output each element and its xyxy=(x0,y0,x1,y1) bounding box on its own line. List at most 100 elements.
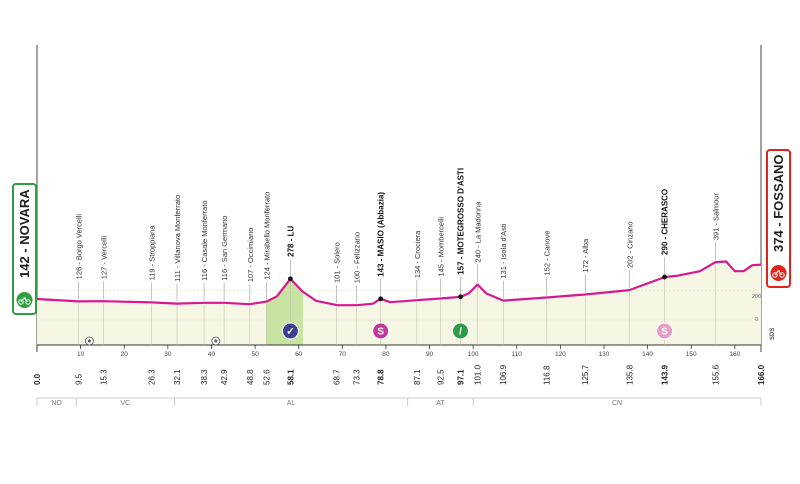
waypoint-dot xyxy=(458,294,463,300)
waypoint-dot xyxy=(662,274,668,280)
region-label: AT xyxy=(436,400,445,407)
region-label: CN xyxy=(612,400,622,407)
distance-axis-ticks: 10 20 30 40 50 60 70 80 90 100 110 120 130 140 150 160 xyxy=(36,345,741,358)
waypoint-name: 172 - Alba xyxy=(581,238,590,273)
axis-tick-label: 140 xyxy=(642,351,653,358)
start-badge: 142 - NOVARA xyxy=(12,183,37,315)
axis-tick-label: 70 xyxy=(339,351,347,358)
waypoint-name: 240 - La Madonna xyxy=(474,201,483,263)
waypoint-km-label: 166.0 xyxy=(757,364,766,385)
profile-line xyxy=(36,260,762,307)
waypoint-km-label: 155.6 xyxy=(712,364,721,385)
axis-tick-label: 20 xyxy=(121,351,129,358)
waypoint-dot xyxy=(378,296,384,302)
waypoint-name: 278 - LU xyxy=(286,226,295,257)
waypoint-name: 116 - Casale Monferrato xyxy=(200,201,209,281)
waypoint-km-label: 26.3 xyxy=(148,369,157,385)
tech-zone-icon-dot xyxy=(214,339,218,343)
axis-tick-label: 10 xyxy=(77,351,85,358)
waypoint-km-label: 68.7 xyxy=(333,369,342,385)
waypoint-km-label: 15.3 xyxy=(100,369,109,385)
axis-tick-label: 30 xyxy=(164,351,172,358)
waypoint-km-label: 92.5 xyxy=(436,369,445,385)
finish-label: 374 - FOSSANO xyxy=(771,154,786,252)
waypoint-name: 391 - Salmour xyxy=(712,193,721,241)
waypoint-km-label: 58.1 xyxy=(286,369,295,385)
waypoint-name: 126 - Borgo Vercelli xyxy=(74,214,83,280)
feed-zone-icon-dot xyxy=(87,339,91,343)
axis-tick-label: 90 xyxy=(426,351,434,358)
waypoint-name: 143 - MASIO (Abbazia) xyxy=(377,192,386,277)
waypoint-km-label: 38.3 xyxy=(200,369,209,385)
altitude-label-0: 0 xyxy=(755,317,758,323)
axis-tick-label: 130 xyxy=(599,351,610,358)
axis-tick-label: 60 xyxy=(295,351,303,358)
climb-icon-glyph: ✓ xyxy=(286,327,294,338)
axis-tick-label: 160 xyxy=(729,351,740,358)
finish-bicycle-glyph xyxy=(772,270,785,278)
waypoint-name: 127 - Vercelli xyxy=(100,236,109,280)
sds-side-label: SDS xyxy=(770,328,776,340)
waypoint-km-label: 52.6 xyxy=(262,369,271,385)
waypoint-km-label: 101.0 xyxy=(474,364,483,385)
altitude-label-200: 200 xyxy=(752,294,761,300)
region-label: VC xyxy=(120,400,130,407)
waypoint-name: 134 - Crociera xyxy=(413,230,422,278)
waypoint-km-label: 106.9 xyxy=(499,364,508,385)
start-label: 142 - NOVARA xyxy=(17,189,32,278)
axis-tick-label: 80 xyxy=(382,351,390,358)
waypoint-km-label: 125.7 xyxy=(581,364,590,385)
elevation-profile xyxy=(36,260,762,345)
waypoint-name: 107 - Occimiano xyxy=(246,228,255,283)
waypoint-name: 152 - Canove xyxy=(542,230,551,275)
waypoint-km-label: 97.1 xyxy=(456,369,465,385)
axis-tick-label: 40 xyxy=(208,351,216,358)
waypoint-name: 100 - Felizzano xyxy=(353,232,362,283)
axis-tick-label: 110 xyxy=(512,351,523,358)
waypoint-name: 290 - CHERASCO xyxy=(661,189,670,255)
region-label: AL xyxy=(287,400,296,407)
waypoint-name: 124 - Mirabello Monferrato xyxy=(262,192,271,280)
waypoint-name: 202 - Cinzano xyxy=(625,221,634,268)
waypoint-km-label: 0.0 xyxy=(33,373,42,385)
region-label: NO xyxy=(51,400,62,407)
waypoint-name: 116 - San Germano xyxy=(220,216,229,281)
waypoint-name: 101 - Solero xyxy=(333,242,342,283)
waypoint-name: 119 - Stroppiana xyxy=(148,225,157,281)
waypoint-km-label: 73.3 xyxy=(353,369,362,385)
sprint-icon-glyph: S xyxy=(661,327,668,338)
bicycle-icon xyxy=(770,265,787,281)
waypoint-km-label: 116.8 xyxy=(542,365,551,385)
waypoint-name: 145 - Mombercelli xyxy=(436,217,445,277)
waypoint-name: 131 - Isola d'Asti xyxy=(499,223,508,279)
axis-tick-label: 50 xyxy=(251,351,259,358)
waypoint-name: 111 - Villanova Monferrato xyxy=(173,195,182,282)
axis-tick-label: 150 xyxy=(686,351,697,358)
finish-badge: 374 - FOSSANO xyxy=(766,149,791,288)
axis-tick-label: 120 xyxy=(555,351,566,358)
climb-icon xyxy=(281,322,299,340)
intermediate-icon xyxy=(451,322,469,340)
profile-fill-area xyxy=(37,261,761,345)
waypoint-km-label: 42.9 xyxy=(220,369,229,385)
waypoint-km-label: 32.1 xyxy=(173,369,182,385)
sprint-icon xyxy=(372,322,390,340)
region-strip: NO VC AL AT CN xyxy=(36,397,762,407)
stage-markers: ✓ S / S xyxy=(84,322,674,346)
bicycle-icon xyxy=(16,292,33,308)
sprint-icon xyxy=(656,322,674,340)
waypoint-km-label: 135.8 xyxy=(625,364,634,385)
axis-tick-label: 100 xyxy=(468,351,479,358)
waypoints: 0.0 126 - Borgo Vercelli 9.5 127 - Vercelli… xyxy=(33,168,766,385)
waypoint-km-label: 9.5 xyxy=(74,373,83,385)
intermediate-icon-glyph: / xyxy=(459,327,462,338)
waypoint-km-label: 87.1 xyxy=(413,369,422,385)
waypoint-km-label: 48.8 xyxy=(246,369,255,385)
waypoint-dot xyxy=(288,276,293,282)
start-bicycle-glyph xyxy=(18,297,31,305)
waypoint-name: 157 - MOTEGROSSO D'ASTI xyxy=(456,168,465,275)
sprint-icon-glyph: S xyxy=(377,327,384,338)
waypoint-km-label: 143.9 xyxy=(661,364,670,385)
waypoint-km-label: 78.8 xyxy=(377,369,386,385)
